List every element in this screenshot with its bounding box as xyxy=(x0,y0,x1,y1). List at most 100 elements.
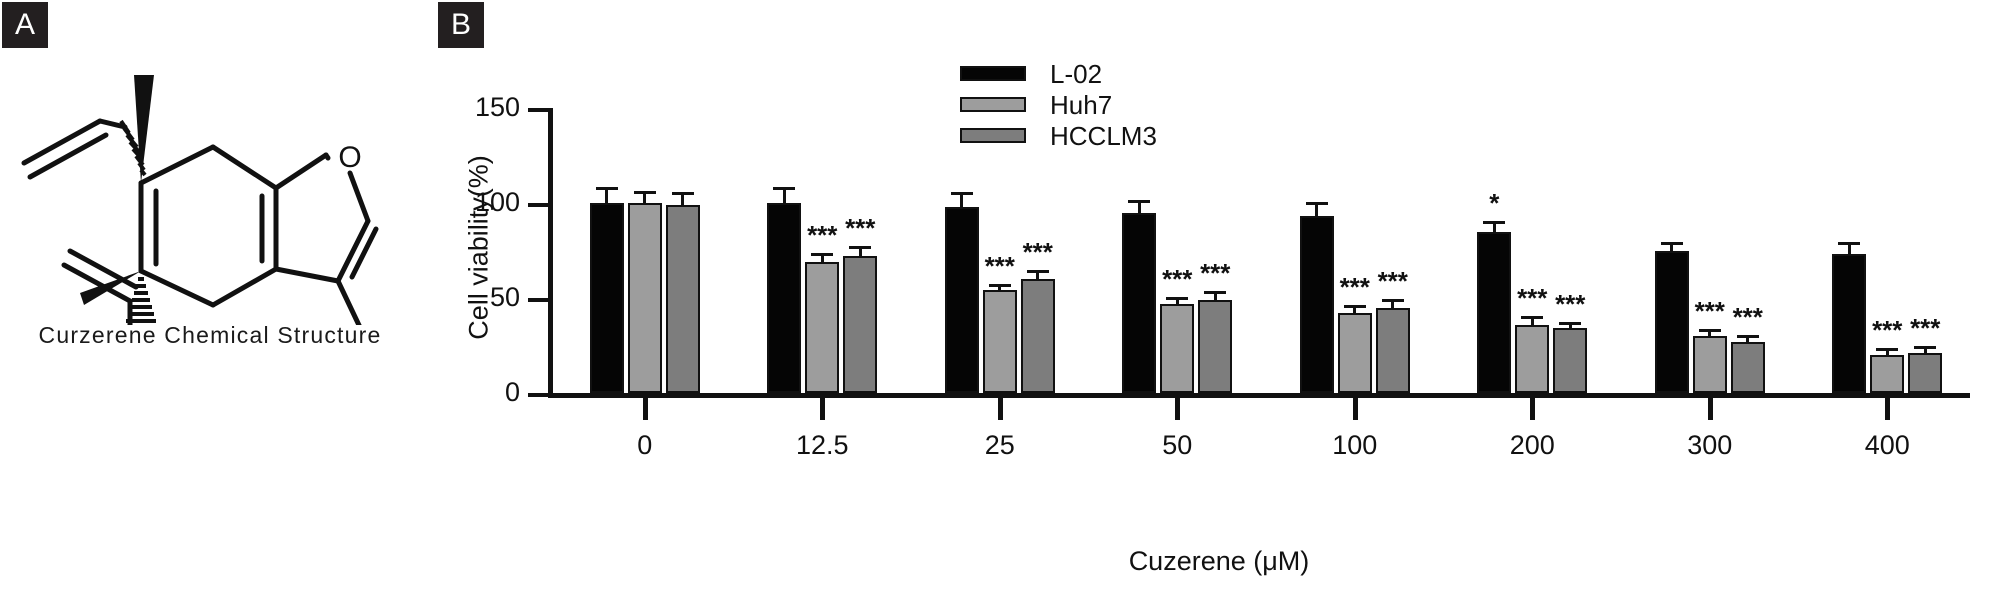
x-tick-label-100: 100 xyxy=(1332,430,1378,460)
bar-group-0 xyxy=(589,108,700,393)
bar-hcclm3-12.5[interactable]: *** xyxy=(843,108,878,393)
y-tick-100 xyxy=(528,203,548,207)
x-tick-300 xyxy=(1707,398,1713,420)
x-tick-label-400: 400 xyxy=(1864,430,1910,460)
error-bar-cap xyxy=(1838,241,1861,245)
bar-rect xyxy=(767,203,802,393)
error-bar-line xyxy=(605,189,609,203)
significance-marker-hcclm3-200: *** xyxy=(1555,288,1586,319)
bar-huh7-400[interactable]: *** xyxy=(1870,108,1905,393)
error-bar-line xyxy=(960,195,964,207)
significance-marker-huh7-12.5: *** xyxy=(807,220,838,251)
bar-huh7-300[interactable]: *** xyxy=(1692,108,1727,393)
legend-swatch-huh7 xyxy=(960,97,1026,112)
x-tick-label-200: 200 xyxy=(1509,430,1555,460)
y-tick-0 xyxy=(528,393,548,397)
error-bar-line xyxy=(820,256,824,262)
bar-hcclm3-400[interactable]: *** xyxy=(1908,108,1943,393)
x-tick-label-25: 25 xyxy=(984,430,1015,460)
bar-l-02-12.5[interactable] xyxy=(767,108,802,393)
significance-marker-huh7-25: *** xyxy=(984,250,1015,281)
error-bar-cap xyxy=(633,190,656,194)
error-bar-cap xyxy=(1698,329,1721,333)
error-bar-line xyxy=(1885,351,1889,355)
error-bar-cap xyxy=(1876,348,1899,352)
plot-area: 0 50 100 150 0 12.5 25 50 100 200 300 400 *** *** **… xyxy=(475,92,1970,460)
legend-label-hcclm3: HCCLM3 xyxy=(1050,120,1157,151)
bar-l-02-100[interactable] xyxy=(1299,108,1334,393)
y-axis-line xyxy=(548,108,553,393)
atom-label-oxygen: O xyxy=(338,141,361,174)
bar-hcclm3-25[interactable]: *** xyxy=(1020,108,1055,393)
bar-hcclm3-200[interactable]: *** xyxy=(1553,108,1588,393)
bar-l-02-50[interactable] xyxy=(1122,108,1157,393)
error-bar-line xyxy=(681,195,685,205)
x-axis-label: Cuzerene (μM) xyxy=(1128,546,1310,576)
bar-group-25: *** *** xyxy=(944,108,1055,393)
bar-hcclm3-50[interactable]: *** xyxy=(1198,108,1233,393)
bar-rect xyxy=(944,206,979,393)
significance-marker-hcclm3-300: *** xyxy=(1732,301,1763,332)
bar-huh7-25[interactable]: *** xyxy=(982,108,1017,393)
legend-item-huh7[interactable]: Huh7 xyxy=(960,89,1157,120)
legend-swatch-l-02 xyxy=(960,66,1026,81)
y-tick-label-100: 100 xyxy=(474,187,520,217)
error-bar-cap xyxy=(1660,241,1683,245)
significance-marker-hcclm3-50: *** xyxy=(1200,258,1231,289)
bar-l-02-25[interactable] xyxy=(944,108,979,393)
bar-group-300: *** *** xyxy=(1654,108,1765,393)
bar-rect xyxy=(589,203,624,393)
bar-l-02-0[interactable] xyxy=(589,108,624,393)
bar-rect xyxy=(1122,212,1157,393)
bar-rect xyxy=(1160,303,1195,393)
x-tick-label-50: 50 xyxy=(1162,430,1193,460)
bar-rect xyxy=(1375,307,1410,393)
error-bar-line xyxy=(1708,332,1712,336)
y-tick-label-0: 0 xyxy=(504,377,520,407)
legend-label-huh7: Huh7 xyxy=(1050,89,1113,120)
error-bar-line xyxy=(1213,294,1217,300)
bar-rect xyxy=(1870,355,1905,393)
bar-l-02-400[interactable] xyxy=(1832,108,1867,393)
bar-hcclm3-0[interactable] xyxy=(665,108,700,393)
bar-huh7-200[interactable]: *** xyxy=(1515,108,1550,393)
significance-marker-huh7-100: *** xyxy=(1339,271,1370,302)
legend-item-l-02[interactable]: L-02 xyxy=(960,58,1157,89)
x-tick-0 xyxy=(642,398,648,420)
error-bar-line xyxy=(1670,244,1674,251)
bar-group-12.5: *** *** xyxy=(767,108,878,393)
bar-rect xyxy=(1020,279,1055,393)
x-tick-label-300: 300 xyxy=(1687,430,1733,460)
panel-b-bar-chart: B Cell viability(%) Cuzerene (μM) L-02 Hu… xyxy=(430,0,2008,601)
bar-group-100: *** *** xyxy=(1299,108,1410,393)
bar-huh7-100[interactable]: *** xyxy=(1337,108,1372,393)
bar-huh7-12.5[interactable]: *** xyxy=(805,108,840,393)
hashed-bond-hydrogen xyxy=(126,277,156,323)
bar-l-02-300[interactable] xyxy=(1654,108,1689,393)
bar-hcclm3-300[interactable]: *** xyxy=(1730,108,1765,393)
bar-rect xyxy=(1198,299,1233,393)
x-tick-100 xyxy=(1352,398,1358,420)
y-tick-label-50: 50 xyxy=(489,282,520,312)
legend-item-hcclm3[interactable]: HCCLM3 xyxy=(960,120,1157,151)
bar-rect xyxy=(1908,353,1943,393)
bar-rect xyxy=(1337,313,1372,393)
bar-rect xyxy=(982,290,1017,393)
x-tick-400 xyxy=(1885,398,1891,420)
error-bar-cap xyxy=(1305,201,1328,205)
bar-huh7-0[interactable] xyxy=(627,108,662,393)
error-bar-line xyxy=(1137,203,1141,213)
x-tick-12.5 xyxy=(820,398,826,420)
bar-hcclm3-100[interactable]: *** xyxy=(1375,108,1410,393)
atom-label-hydrogen: H xyxy=(129,322,152,325)
bar-huh7-50[interactable]: *** xyxy=(1160,108,1195,393)
x-tick-25 xyxy=(997,398,1003,420)
legend-label-l-02: L-02 xyxy=(1050,58,1103,89)
structure-caption: Curzerene Chemical Structure xyxy=(38,322,382,348)
bar-l-02-200[interactable]: * xyxy=(1477,108,1512,393)
error-bar-line xyxy=(1492,223,1496,232)
bar-rect xyxy=(1832,254,1867,393)
error-bar-cap xyxy=(1914,346,1937,350)
bar-rect xyxy=(1553,328,1588,393)
